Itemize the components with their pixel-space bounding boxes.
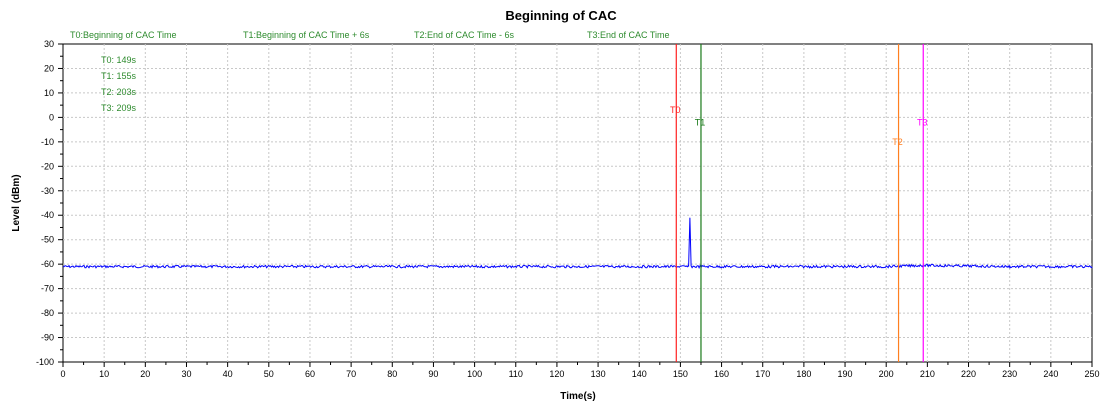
x-tick-label: 220 [961,369,976,379]
x-tick-label: 140 [632,369,647,379]
marker-label-t3: T3 [917,117,928,127]
x-tick-label: 30 [181,369,191,379]
y-tick-label: 30 [44,39,54,49]
y-tick-label: -40 [41,210,54,220]
legend-t3: T3:End of CAC Time [587,30,670,40]
x-tick-label: 210 [920,369,935,379]
x-tick-label: 180 [796,369,811,379]
x-axis-label: Time(s) [560,391,595,402]
axes: 0 10 20 30 40 50 60 70 80 90 100 110 120 130 140 150 160… [36,39,1100,379]
info-t1: T1: 155s [101,71,137,81]
info-t0: T0: 149s [101,55,137,65]
x-tick-label: 0 [60,369,65,379]
x-tick-label: 240 [1043,369,1058,379]
y-tick-label: -80 [41,308,54,318]
x-tick-label: 60 [305,369,315,379]
x-tick-label: 160 [714,369,729,379]
x-tick-label: 100 [467,369,482,379]
y-tick-label: 20 [44,63,54,73]
info-t3: T3: 209s [101,103,137,113]
x-tick-label: 250 [1084,369,1099,379]
y-tick-label: -70 [41,284,54,294]
legend-t0: T0:Beginning of CAC Time [70,30,177,40]
marker-label-t2: T2 [892,137,903,147]
y-tick-label: 10 [44,88,54,98]
x-tick-label: 190 [838,369,853,379]
y-tick-label: -60 [41,259,54,269]
x-tick-label: 70 [346,369,356,379]
y-tick-label: -100 [36,357,54,367]
legend-t2: T2:End of CAC Time - 6s [414,30,515,40]
x-tick-label: 120 [549,369,564,379]
x-tick-label: 130 [591,369,606,379]
x-tick-label: 200 [879,369,894,379]
x-tick-label: 20 [140,369,150,379]
x-tick-label: 90 [428,369,438,379]
data-series [62,217,1093,269]
marker-label-t1: T1 [695,117,706,127]
y-tick-label: -90 [41,333,54,343]
y-tick-label: -20 [41,161,54,171]
legend-t1: T1:Beginning of CAC Time + 6s [243,30,370,40]
x-tick-label: 80 [387,369,397,379]
x-tick-label: 230 [1002,369,1017,379]
plot-area [62,43,1093,363]
y-tick-label: 0 [49,112,54,122]
y-tick-label: -50 [41,235,54,245]
x-tick-label: 150 [673,369,688,379]
y-tick-label: -30 [41,186,54,196]
marker-label-t0: T0 [670,105,681,115]
series-line [62,217,1093,269]
x-tick-label: 50 [264,369,274,379]
x-tick-label: 40 [223,369,233,379]
x-tick-label: 170 [755,369,770,379]
info-t2: T2: 203s [101,87,137,97]
y-tick-label: -10 [41,137,54,147]
x-tick-label: 10 [99,369,109,379]
x-tick-label: 110 [509,369,523,379]
time-markers: T0 T1 T2 T3 [670,44,928,362]
grid-lines [63,44,1092,362]
chart-title: Beginning of CAC [505,8,617,23]
y-axis-label: Level (dBm) [11,174,22,231]
